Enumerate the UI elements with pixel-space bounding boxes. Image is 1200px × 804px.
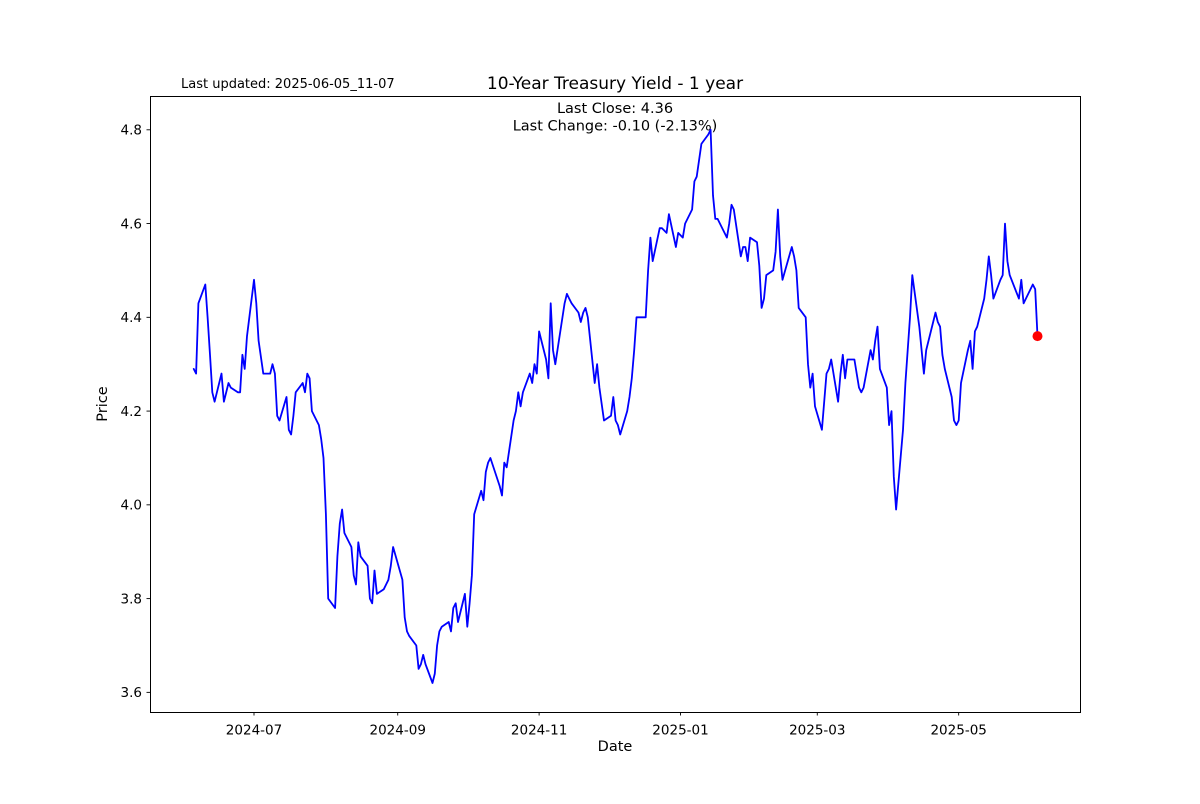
x-tick-label: 2024-11 [511, 723, 567, 739]
plot-border [150, 96, 1081, 713]
yield-line-series [192, 128, 1043, 684]
y-tick-label: 4.8 [121, 123, 142, 139]
x-tick-label: 2025-05 [930, 723, 986, 739]
y-tick-label: 4.4 [121, 310, 142, 326]
x-axis-ticks: 2024-07 2024-09 2024-11 2025-01 2025-03 2025-… [226, 712, 987, 739]
last-updated-text: Last updated: 2025-06-05_11-07 [181, 77, 395, 92]
x-tick-label: 2024-07 [226, 723, 282, 739]
x-axis-label: Date [598, 739, 633, 755]
yield-line [192, 128, 1039, 684]
y-axis-label: Price [95, 386, 111, 421]
x-tick-label: 2025-03 [789, 723, 845, 739]
last-change-annotation: Last Change: -0.10 (-2.13%) [513, 119, 718, 135]
y-axis-ticks: 4.8 4.6 4.4 4.2 4.0 3.8 3.6 [121, 123, 150, 701]
x-tick-label: 2025-01 [652, 723, 708, 739]
y-tick-label: 4.0 [121, 498, 142, 514]
y-tick-label: 4.6 [121, 216, 142, 232]
last-close-marker [1032, 331, 1043, 342]
last-close-annotation: Last Close: 4.36 [557, 101, 673, 117]
y-tick-label: 3.6 [121, 685, 142, 701]
chart-title: 10-Year Treasury Yield - 1 year [487, 74, 743, 94]
y-tick-label: 3.8 [121, 591, 142, 607]
y-tick-label: 4.2 [121, 404, 142, 420]
x-tick-label: 2024-09 [370, 723, 426, 739]
